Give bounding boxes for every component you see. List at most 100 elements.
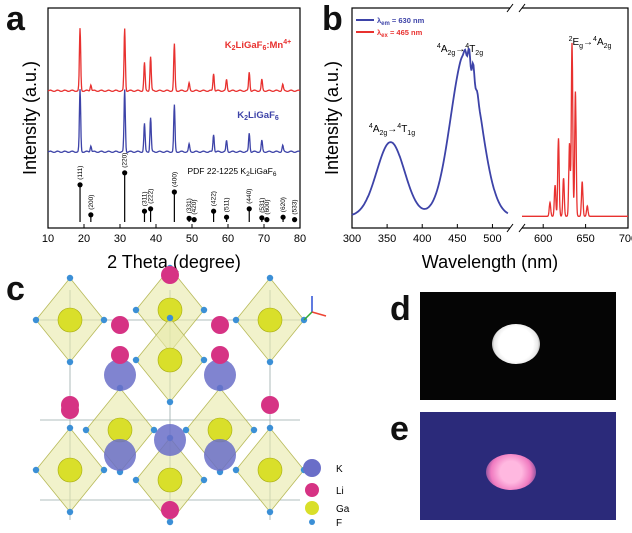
x-axis-label-a: 2 Theta (degree) bbox=[107, 252, 241, 272]
legend-atom-F bbox=[309, 519, 315, 525]
F-atom bbox=[200, 306, 208, 314]
F-atom bbox=[200, 356, 208, 364]
Ga-atom bbox=[157, 467, 183, 493]
Ga-atom bbox=[257, 307, 283, 333]
panel-label-c: c bbox=[6, 270, 25, 308]
Li-atom bbox=[261, 396, 279, 414]
Ga-atom bbox=[257, 457, 283, 483]
annotation-4A2g-4T1g: 4A2g→4T1g bbox=[369, 123, 415, 137]
Li-atom bbox=[111, 316, 129, 334]
F-atom bbox=[250, 426, 258, 434]
photo-blue-light-powder bbox=[420, 412, 616, 520]
emission-spectrum bbox=[522, 42, 628, 217]
Li-atom bbox=[211, 346, 229, 364]
annotation-4A2g-4T2g: 4A2g→4T2g bbox=[437, 43, 483, 57]
reference-stick-marker bbox=[292, 217, 298, 223]
axis-break-mark bbox=[518, 3, 526, 13]
reference-hkl-label: (400) bbox=[171, 172, 178, 187]
reference-hkl-label: (440) bbox=[246, 189, 253, 204]
reference-stick-marker bbox=[77, 182, 83, 188]
F-atom bbox=[82, 426, 90, 434]
reference-hkl-label: (620) bbox=[280, 197, 287, 212]
y-axis-label-b: Intensity (a.u.) bbox=[322, 61, 342, 175]
axis-triad-b bbox=[303, 311, 313, 321]
x-tick-label-b: 400 bbox=[413, 233, 431, 245]
K-atom bbox=[204, 359, 236, 391]
x-tick-label-b: 500 bbox=[483, 233, 501, 245]
reference-stick-marker bbox=[88, 212, 94, 218]
reference-stick-marker bbox=[246, 206, 252, 212]
legend-atom-Li bbox=[305, 483, 319, 497]
legend-atom-label: F bbox=[336, 518, 342, 529]
reference-stick-marker bbox=[259, 215, 265, 221]
xrd-series-mn-doped bbox=[47, 28, 301, 93]
F-atom bbox=[166, 314, 174, 322]
reference-hkl-label: (200) bbox=[88, 195, 95, 210]
F-atom bbox=[132, 476, 140, 484]
reference-hkl-label: (220) bbox=[122, 153, 129, 168]
axis-break-mark bbox=[506, 3, 514, 13]
x-tick-label-a: 80 bbox=[294, 233, 306, 245]
F-atom bbox=[66, 274, 74, 282]
photo-daylight-powder bbox=[420, 292, 616, 400]
reference-stick-marker bbox=[148, 206, 154, 212]
x-tick-label-b: 700 bbox=[619, 233, 632, 245]
Li-atom bbox=[111, 346, 129, 364]
annotation-2Eg-4A2g: 2Eg→4A2g bbox=[569, 36, 612, 50]
F-atom bbox=[132, 306, 140, 314]
reference-stick-marker bbox=[223, 214, 230, 220]
F-atom bbox=[66, 358, 74, 366]
reference-stick-marker bbox=[186, 215, 192, 221]
reference-hkl-label: (422) bbox=[211, 191, 218, 206]
x-tick-label-b: 650 bbox=[576, 233, 594, 245]
reference-stick-marker bbox=[122, 170, 128, 176]
F-atom bbox=[132, 356, 140, 364]
F-atom bbox=[266, 508, 274, 516]
reference-stick-marker bbox=[141, 208, 148, 214]
Li-atom bbox=[211, 316, 229, 334]
x-tick-label-a: 40 bbox=[150, 233, 162, 245]
x-tick-label-b: 450 bbox=[448, 233, 466, 245]
y-axis-label-a: Intensity (a.u.) bbox=[20, 61, 40, 175]
F-atom bbox=[166, 398, 174, 406]
reference-hkl-label: (222) bbox=[148, 189, 155, 204]
reference-hkl-label: (111) bbox=[77, 166, 84, 180]
reference-stick-marker bbox=[191, 217, 197, 223]
reference-hkl-label: (420) bbox=[191, 199, 198, 214]
F-atom bbox=[66, 508, 74, 516]
K-atom bbox=[204, 439, 236, 471]
Ga-atom bbox=[57, 307, 83, 333]
F-atom bbox=[32, 466, 40, 474]
x-tick-label-a: 10 bbox=[42, 233, 54, 245]
F-atom bbox=[200, 476, 208, 484]
x-tick-label-b: 300 bbox=[343, 233, 361, 245]
reference-hkl-label: (531) bbox=[259, 198, 266, 213]
x-tick-label-b: 350 bbox=[378, 233, 396, 245]
reference-hkl-label: (533) bbox=[292, 199, 299, 214]
panel-label-d: d bbox=[390, 290, 411, 328]
axis-break-gap-bottom bbox=[510, 224, 522, 232]
F-atom bbox=[100, 316, 108, 324]
plot-frame-b bbox=[351, 7, 629, 229]
axis-break-mark bbox=[518, 223, 526, 233]
F-atom bbox=[150, 426, 158, 434]
reference-stick-marker bbox=[280, 214, 286, 220]
Li-atom bbox=[161, 266, 179, 284]
F-atom bbox=[166, 518, 174, 526]
panel-label-e: e bbox=[390, 410, 409, 448]
K-atom bbox=[104, 359, 136, 391]
reference-hkl-label: (331) bbox=[186, 198, 193, 213]
axis-triad-a bbox=[311, 311, 327, 317]
reference-hkl-label: (511) bbox=[224, 197, 231, 212]
F-atom bbox=[266, 358, 274, 366]
legend-atom-K bbox=[303, 459, 321, 477]
Ga-atom bbox=[207, 417, 233, 443]
series-label-host: K2LiGaF6 bbox=[237, 110, 279, 122]
x-tick-label-a: 70 bbox=[258, 233, 270, 245]
F-atom bbox=[232, 316, 240, 324]
reference-stick-marker bbox=[171, 189, 177, 195]
Ga-atom bbox=[157, 347, 183, 373]
x-tick-label-b: 600 bbox=[534, 233, 552, 245]
